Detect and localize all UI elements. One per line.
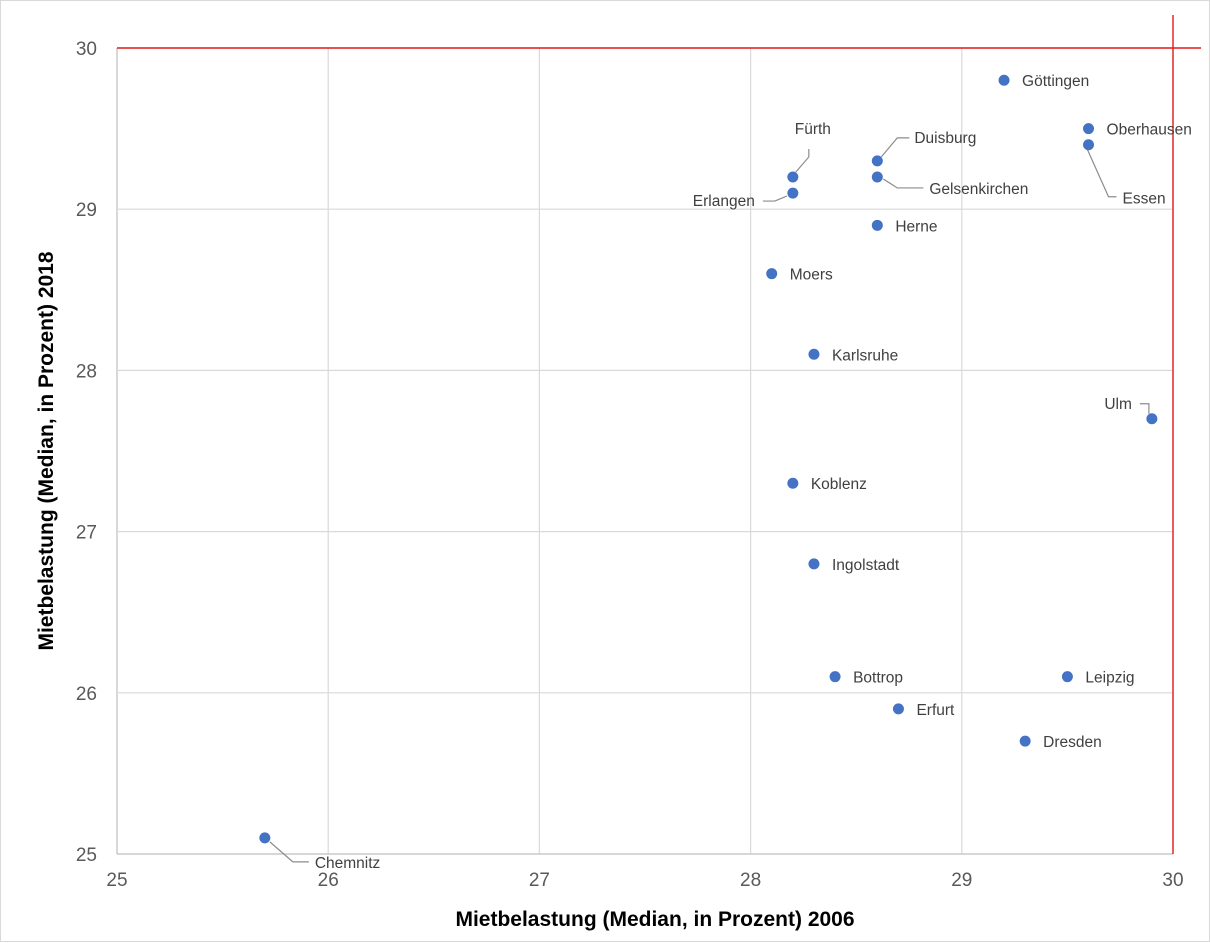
y-axis-title: Mietbelastung (Median, in Prozent) 2018 — [35, 251, 58, 650]
y-tick-label: 29 — [76, 200, 97, 221]
label-leader-line — [269, 841, 309, 863]
data-point — [871, 171, 883, 183]
data-point — [787, 477, 799, 489]
label-leader-line — [880, 137, 910, 158]
data-point — [259, 832, 271, 844]
point-label: Erfurt — [916, 702, 955, 719]
data-point — [766, 268, 778, 280]
data-point — [892, 703, 904, 715]
point-label: Dresden — [1043, 734, 1102, 751]
point-label: Leipzig — [1085, 670, 1134, 687]
y-tick-label: 28 — [76, 361, 97, 382]
point-label: Fürth — [795, 121, 831, 138]
x-tick-label: 27 — [529, 870, 550, 891]
gridlines — [116, 47, 1174, 855]
x-tick-label: 30 — [1162, 870, 1183, 891]
label-leader-line — [882, 178, 924, 189]
leader-lines — [269, 137, 1150, 863]
x-tick-label: 28 — [740, 870, 761, 891]
label-leader-line — [1086, 149, 1117, 198]
data-point — [871, 219, 883, 231]
reference-lines — [117, 15, 1201, 854]
data-point — [787, 187, 799, 199]
point-label: Gelsenkirchen — [929, 181, 1028, 198]
x-tick-label: 26 — [318, 870, 339, 891]
data-point — [829, 671, 841, 683]
point-label: Göttingen — [1022, 73, 1089, 90]
point-label: Oberhausen — [1107, 122, 1192, 139]
data-point — [1083, 139, 1095, 151]
point-label: Essen — [1123, 191, 1166, 208]
point-label: Bottrop — [853, 670, 903, 687]
x-axis-title: Mietbelastung (Median, in Prozent) 2006 — [455, 908, 854, 931]
x-tick-label: 25 — [106, 870, 127, 891]
data-point — [808, 348, 820, 360]
point-label: Erlangen — [693, 193, 755, 210]
label-leader-line — [1139, 403, 1150, 414]
point-label: Duisburg — [914, 130, 976, 147]
data-point — [1146, 413, 1158, 425]
x-tick-label: 29 — [951, 870, 972, 891]
data-point — [1061, 671, 1073, 683]
data-point — [1019, 735, 1031, 747]
point-label: Koblenz — [811, 476, 867, 493]
label-leader-line — [795, 148, 810, 173]
y-tick-label: 30 — [76, 39, 97, 60]
point-label: Ingolstadt — [832, 557, 900, 574]
data-point — [787, 171, 799, 183]
data-point — [808, 558, 820, 570]
point-label: Herne — [895, 218, 937, 235]
y-tick-label: 26 — [76, 684, 97, 705]
data-point — [1083, 123, 1095, 135]
data-points — [259, 74, 1158, 844]
data-point — [871, 155, 883, 167]
point-label: Moers — [790, 267, 833, 284]
point-label: Karlsruhe — [832, 347, 898, 364]
point-label: Ulm — [1104, 396, 1132, 413]
y-tick-label: 27 — [76, 523, 97, 544]
label-leader-line — [762, 195, 788, 202]
y-tick-label: 25 — [76, 845, 97, 866]
tick-labels: 25 26 27 28 29 30 25 26 27 28 29 30 — [76, 39, 1184, 891]
data-point — [998, 74, 1010, 86]
point-label: Chemnitz — [315, 855, 380, 872]
point-labels: Göttingen Oberhausen Essen Fürth Erlangen Dui… — [315, 73, 1192, 872]
